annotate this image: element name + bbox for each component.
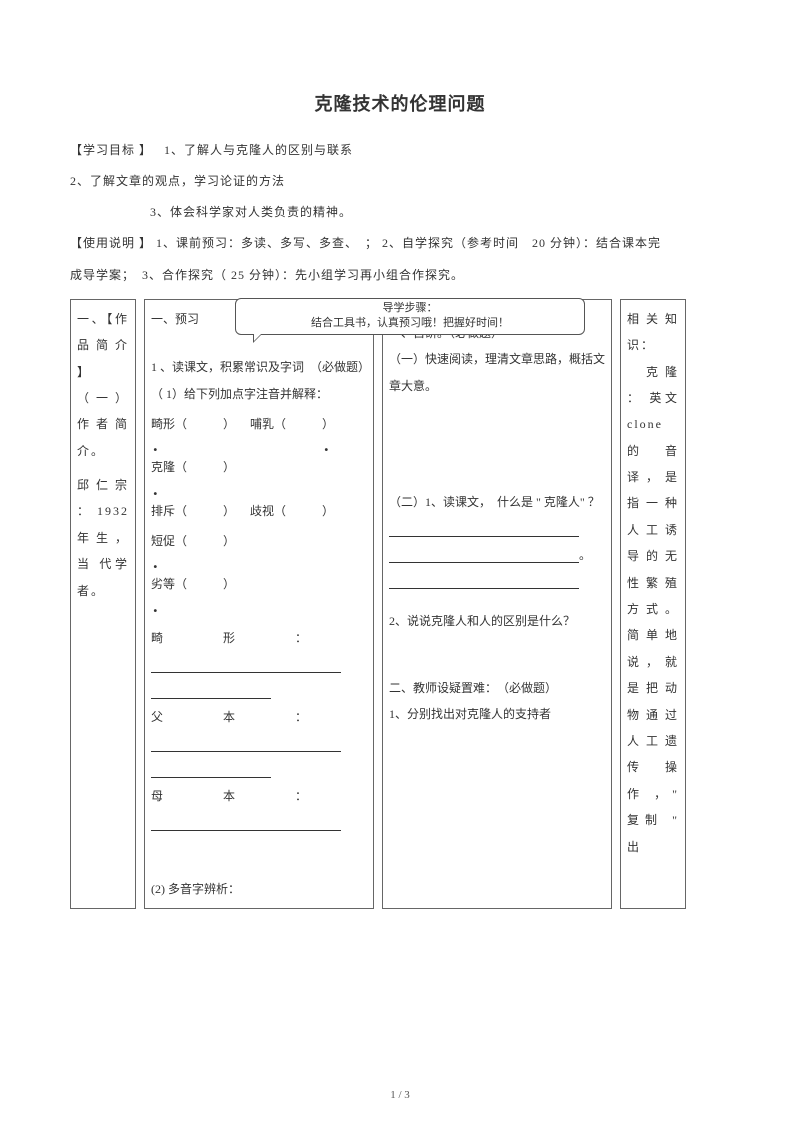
blank-line bbox=[389, 575, 579, 589]
main-columns: 一、【作品简介 】 （ 一 ） 作者简介。 邱 仁 宗 ：1932 年生，当 代… bbox=[70, 299, 730, 910]
col2-q1: 1 、读课文，积累常识及字词 （必做题） bbox=[151, 354, 367, 380]
col3-p2b: 2、说说克隆人和人的区别是什么？ bbox=[389, 608, 605, 634]
pinyin-row: 短促（ ） bbox=[151, 528, 367, 554]
blank-line bbox=[389, 523, 579, 537]
usage-line-1: 【使用说明 】 1、课前预习：多读、多写、多查、 ； 2、自学探究（参考时间 2… bbox=[70, 234, 730, 253]
goals-line-1: 【学习目标 】 1、了解人与克隆人的区别与联系 bbox=[70, 141, 730, 160]
col4-heading: 相 关 知识： bbox=[627, 306, 679, 359]
col2-q2: (2) 多音字辨析： bbox=[151, 876, 367, 902]
callout-line2: 结合工具书，认真预习哦！把握好时间！ bbox=[246, 316, 574, 331]
col3-p3: 1、分别找出对克隆人的支持者 bbox=[389, 701, 605, 727]
col3-h2: 二、教师设疑置难： （必做题） bbox=[389, 675, 605, 701]
col1-sub: （ 一 ） 作者简介。 bbox=[77, 385, 129, 464]
callout-bubble: 导学步骤： 结合工具书，认真预习哦！把握好时间！ bbox=[235, 298, 585, 335]
goal-3: 3、体会科学家对人类负责的精神。 bbox=[70, 203, 730, 222]
blank-line bbox=[151, 659, 341, 673]
pinyin-row: 克隆（ ） bbox=[151, 454, 367, 480]
item-duancu: 短促（ ） bbox=[151, 534, 235, 548]
dot-row: ． ． bbox=[151, 441, 367, 450]
def-fuben-label: 父 本 ： bbox=[151, 704, 367, 730]
usage-label: 【使用说明 】 bbox=[70, 236, 152, 250]
goals-label: 【学习目标 】 bbox=[70, 143, 152, 157]
dot-row: ． bbox=[151, 485, 367, 494]
pinyin-row: 排斥（ ） 歧视（ ） bbox=[151, 498, 367, 524]
blank-line bbox=[151, 764, 271, 778]
pinyin-row: 畸形（ ） 哺乳（ ） bbox=[151, 411, 367, 437]
col-knowledge: 相 关 知识： 克隆 ： 英文 clone 的 音译 ， 是指 一 种人 工 诱… bbox=[620, 299, 686, 910]
page-number: 1 / 3 bbox=[0, 1087, 800, 1105]
goal-1: 1、了解人与克隆人的区别与联系 bbox=[164, 143, 353, 157]
item-liedeng: 劣等（ ） bbox=[151, 577, 235, 591]
def-jixing-label: 畸 形 ： bbox=[151, 625, 367, 651]
col3-p1: （一）快速阅读，理清文章思路，概括文章大意。 bbox=[389, 346, 605, 399]
col2-q1-1: （ 1）给下列加点字注音并解释： bbox=[151, 381, 367, 407]
item-jixing: 畸形（ ） bbox=[151, 417, 235, 431]
blank-line bbox=[151, 738, 341, 752]
blank-line bbox=[151, 685, 271, 699]
dot-row: ． bbox=[151, 602, 367, 611]
item-paichi: 排斥（ ） bbox=[151, 504, 235, 518]
goal-2: 2、了解文章的观点，学习论证的方法 bbox=[70, 172, 730, 191]
page-title: 克隆技术的伦理问题 bbox=[70, 90, 730, 119]
blank-line bbox=[151, 817, 341, 831]
item-qishi: 歧视（ ） bbox=[250, 504, 334, 518]
usage-1: 1、课前预习：多读、多写、多查、 ； bbox=[156, 236, 378, 250]
col-author: 一、【作品简介 】 （ 一 ） 作者简介。 邱 仁 宗 ：1932 年生，当 代… bbox=[70, 299, 136, 910]
blank-line bbox=[389, 549, 579, 563]
def-muben-label: 母 本 ： bbox=[151, 783, 367, 809]
item-kelong: 克隆（ ） bbox=[151, 460, 235, 474]
col4-body: 克隆 ： 英文 clone 的 音译 ， 是指 一 种人 工 诱导 的 无性 繁… bbox=[627, 359, 679, 860]
dot-row: ． bbox=[151, 558, 367, 567]
col3-p2a: （二）1、读课文， 什么是 " 克隆人" ？ bbox=[389, 489, 605, 515]
item-buru: 哺乳（ ） bbox=[250, 417, 334, 431]
callout-line1: 导学步骤： bbox=[246, 301, 574, 316]
usage-2: 2、自学探究（参考时间 20 分钟）：结合课本完 bbox=[382, 236, 661, 250]
col1-heading: 一、【作品简介 】 bbox=[77, 306, 129, 385]
col-selfstudy: 一、自研。（必做题） （一）快速阅读，理清文章思路，概括文章大意。 （二）1、读… bbox=[382, 299, 612, 910]
usage-line-2: 成导学案； 3、合作探究（ 25 分钟）：先小组学习再小组合作探究。 bbox=[70, 266, 730, 285]
pinyin-row: 劣等（ ） bbox=[151, 571, 367, 597]
col-preview: 导学步骤： 结合工具书，认真预习哦！把握好时间！ 一、预习 1 、读课文，积累常… bbox=[144, 299, 374, 910]
col1-body: 邱 仁 宗 ：1932 年生，当 代学者。 bbox=[77, 472, 129, 604]
